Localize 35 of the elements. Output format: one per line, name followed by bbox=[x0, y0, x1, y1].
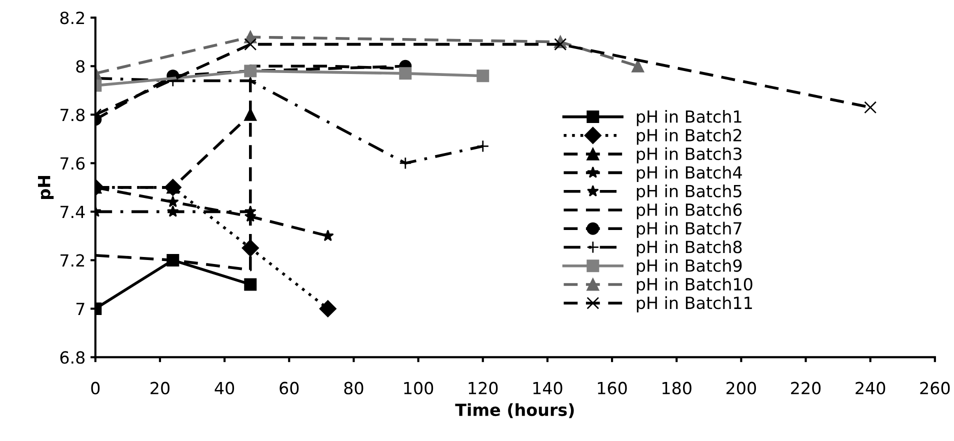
x-tick-label: 260 bbox=[920, 382, 950, 394]
x-tick-label: 120 bbox=[468, 382, 498, 394]
x-axis-title: Time (hours) bbox=[455, 403, 574, 418]
x-tick-label: 200 bbox=[726, 382, 756, 394]
legend-label: pH in Batch11 bbox=[636, 296, 752, 312]
legend-label: pH in Batch1 bbox=[636, 110, 742, 126]
y-tick-label: 6.8 bbox=[60, 351, 85, 364]
x-tick-label: 100 bbox=[404, 382, 434, 394]
legend-label: pH in Batch2 bbox=[636, 128, 742, 145]
x-tick-label: 20 bbox=[150, 382, 170, 394]
y-tick-label: 7.2 bbox=[60, 254, 84, 267]
legend-label: pH in Batch5 bbox=[636, 184, 742, 201]
legend-label: pH in Batch3 bbox=[636, 147, 742, 164]
legend-label: pH in Batch6 bbox=[636, 203, 742, 220]
x-tick-label: 160 bbox=[598, 382, 627, 394]
legend-label: pH in Batch4 bbox=[636, 166, 742, 182]
legend-label: pH in Batch7 bbox=[636, 222, 742, 238]
y-tick-label: 7.8 bbox=[60, 108, 85, 122]
y-tick-label: 7.6 bbox=[60, 157, 85, 170]
legend-label: pH in Batch10 bbox=[636, 278, 752, 294]
y-tick-label: 7 bbox=[76, 302, 84, 316]
x-tick-label: 80 bbox=[344, 382, 364, 394]
x-tick-label: 40 bbox=[214, 382, 234, 394]
x-tick-label: 240 bbox=[856, 382, 886, 394]
legend-label: pH in Batch8 bbox=[636, 240, 742, 257]
y-tick-label: 8 bbox=[76, 60, 85, 73]
legend-label: pH in Batch9 bbox=[636, 259, 742, 276]
y-tick-label: 7.4 bbox=[60, 206, 85, 218]
x-tick-label: 0 bbox=[91, 382, 100, 394]
x-tick-label: 180 bbox=[662, 382, 692, 394]
x-tick-label: 140 bbox=[533, 382, 562, 394]
x-tick-label: 220 bbox=[791, 382, 821, 394]
y-tick-label: 8.2 bbox=[60, 12, 84, 24]
x-tick-label: 60 bbox=[280, 382, 299, 394]
y-axis-title: pH bbox=[38, 176, 54, 199]
